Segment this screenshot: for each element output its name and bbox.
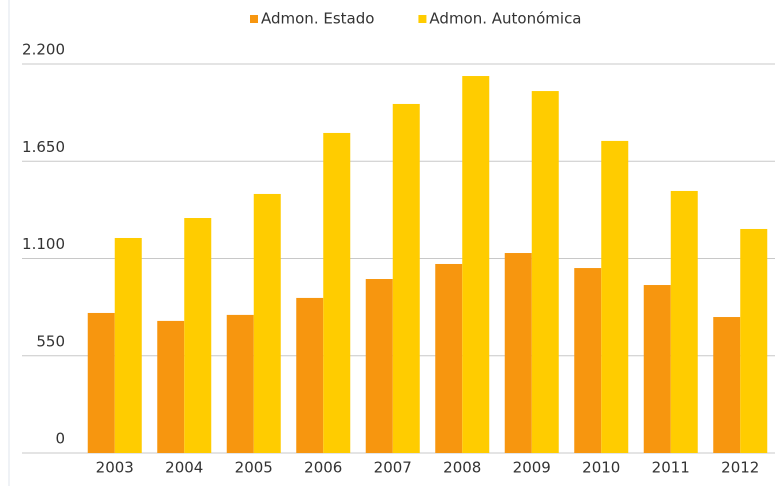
x-tick-label: 2012	[721, 459, 759, 477]
bar	[114, 237, 142, 453]
y-tick-label: 1.650	[22, 138, 65, 156]
bar	[365, 279, 393, 453]
bar	[531, 91, 559, 453]
legend-swatch	[418, 15, 427, 23]
x-tick-label: 2010	[582, 459, 620, 477]
x-tick-label: 2006	[304, 459, 342, 477]
bar	[601, 140, 629, 454]
bar	[462, 76, 490, 454]
x-tick-label: 2009	[513, 459, 551, 477]
bar	[323, 132, 351, 453]
bar	[670, 190, 698, 454]
legend-label: Admon. Autonómica	[429, 10, 581, 28]
bar	[157, 320, 185, 453]
bar	[87, 312, 115, 453]
x-tick-label: 2008	[443, 459, 481, 477]
bar	[392, 103, 420, 453]
bar	[643, 285, 671, 453]
bar	[713, 317, 741, 453]
bar	[435, 263, 463, 453]
x-tick-label: 2004	[165, 459, 203, 477]
x-tick-label: 2003	[96, 459, 134, 477]
legend-label: Admon. Estado	[261, 10, 374, 28]
y-tick-label: 0	[55, 430, 65, 448]
x-tick-label: 2007	[374, 459, 412, 477]
x-tick-label: 2005	[235, 459, 273, 477]
bar	[574, 268, 602, 453]
y-tick-label: 1.100	[22, 235, 65, 253]
bar	[226, 314, 254, 453]
y-tick-label: 2.200	[22, 41, 65, 59]
legend-swatch	[250, 15, 258, 23]
bar	[296, 297, 324, 453]
bar	[740, 228, 768, 453]
y-tick-label: 550	[36, 332, 65, 350]
bar	[504, 253, 532, 453]
bar	[253, 193, 281, 453]
x-tick-label: 2011	[652, 459, 690, 477]
bar	[184, 218, 212, 453]
